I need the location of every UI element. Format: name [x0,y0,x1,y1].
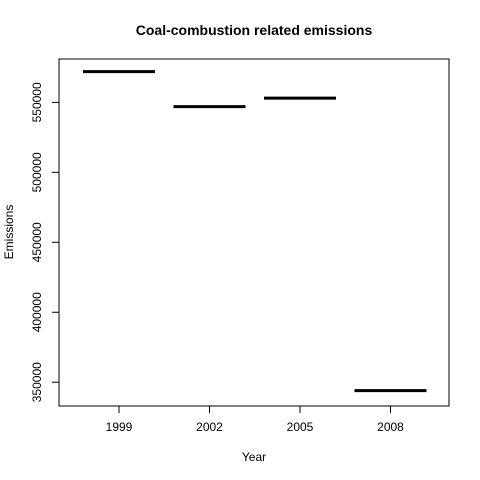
y-axis: 350000 400000 450000 500000 550000 [30,82,59,402]
x-tick-label: 2008 [377,420,404,434]
y-tick-label: 500000 [30,152,44,192]
y-axis-label: Emissions [2,205,16,260]
y-tick-label: 450000 [30,222,44,262]
chart-title: Coal-combustion related emissions [136,22,373,38]
y-tick-label: 400000 [30,292,44,332]
x-axis-label: Year [242,450,266,464]
x-tick-label: 2005 [287,420,314,434]
plot-area-frame [58,58,450,407]
x-axis: 1999 2002 2005 2008 [106,406,404,434]
x-tick-label: 1999 [106,420,133,434]
x-tick-label: 2002 [196,420,223,434]
y-tick-label: 550000 [30,82,44,122]
y-tick-label: 350000 [30,362,44,402]
emission-series [83,70,427,393]
